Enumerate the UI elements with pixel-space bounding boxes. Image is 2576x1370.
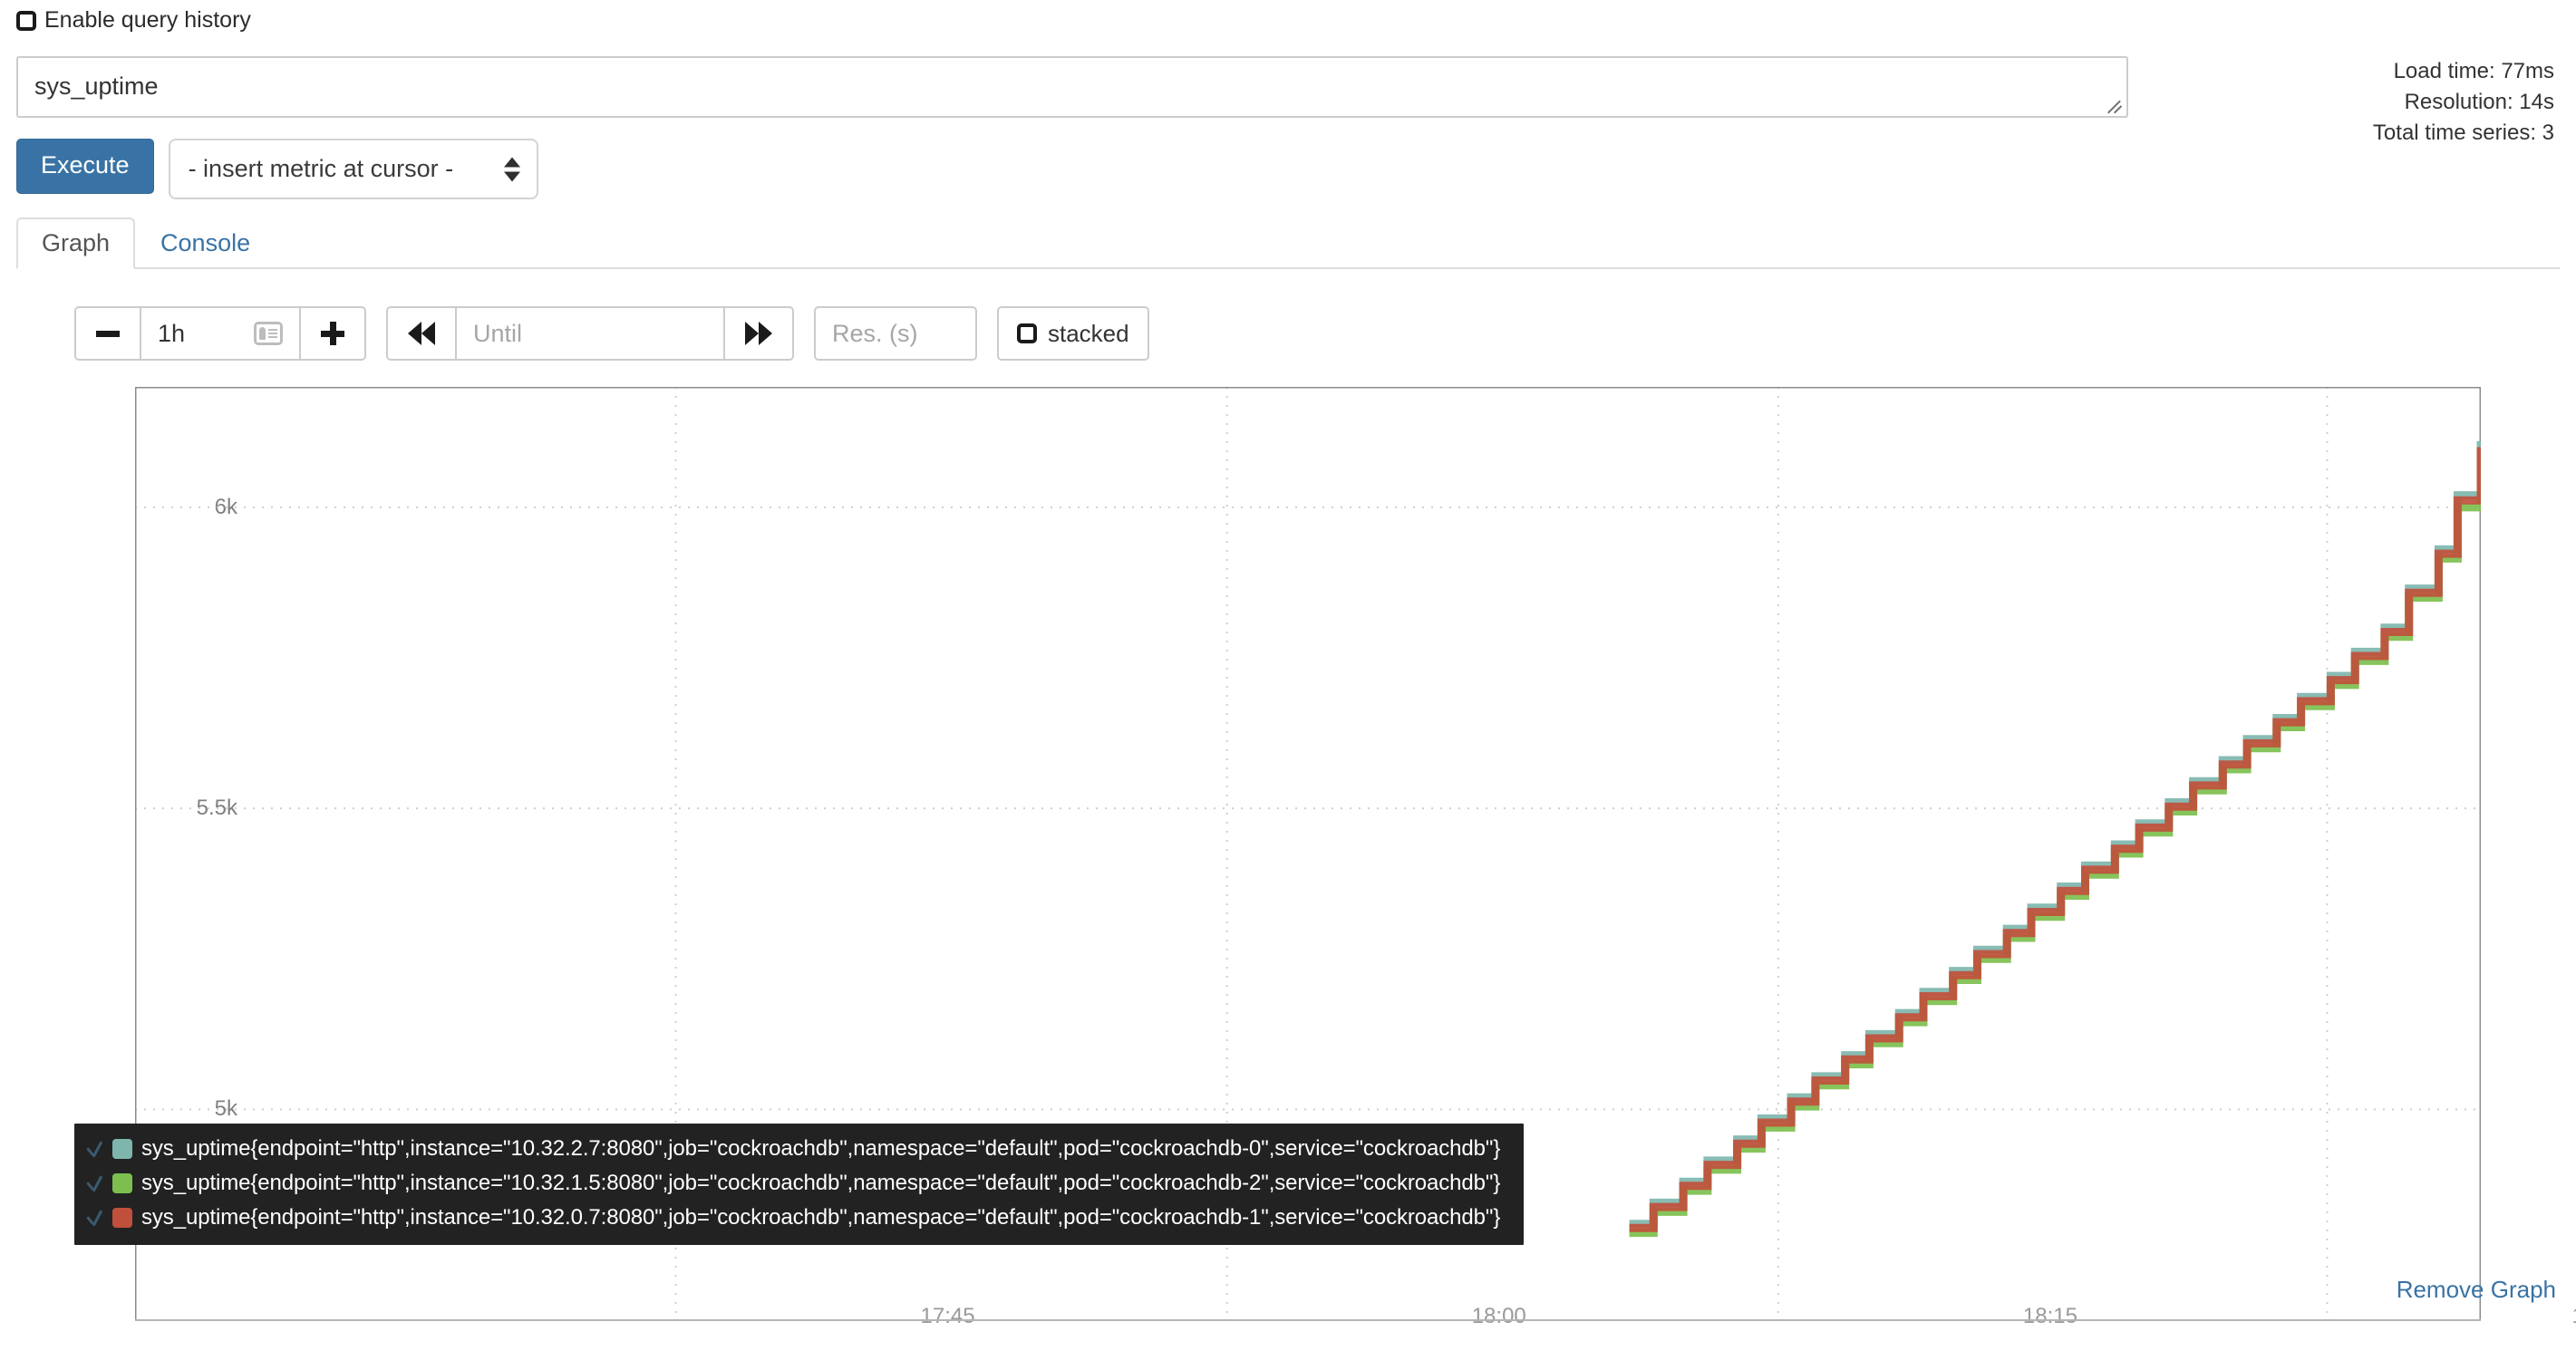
stacked-label: stacked — [1048, 319, 1129, 347]
fast-forward-icon — [745, 322, 772, 345]
step-forward-button[interactable] — [723, 306, 794, 361]
range-input[interactable]: 1h — [140, 306, 301, 361]
query-history-row[interactable]: Enable query history — [16, 9, 251, 32]
stacked-checkbox[interactable] — [1017, 323, 1037, 343]
range-group: 1h — [74, 306, 366, 361]
legend-color-swatch — [112, 1208, 132, 1228]
check-icon — [85, 1173, 103, 1193]
step-backward-button[interactable] — [386, 306, 457, 361]
range-increase-button[interactable] — [299, 306, 366, 361]
until-input-placeholder: Until — [473, 319, 523, 347]
execute-row: Execute - insert metric at cursor - — [16, 139, 538, 199]
chevron-updown-icon — [503, 157, 520, 181]
tab-bar: Graph Console — [16, 217, 2560, 269]
tab-graph[interactable]: Graph — [16, 217, 136, 269]
rewind-icon — [408, 322, 435, 345]
id-card-icon — [254, 322, 283, 345]
time-nav-group: Until — [386, 306, 794, 361]
range-decrease-button[interactable] — [74, 306, 141, 361]
legend-color-swatch — [112, 1139, 132, 1159]
check-icon — [85, 1139, 103, 1159]
stacked-toggle[interactable]: stacked — [997, 306, 1149, 361]
insert-metric-select-value: - insert metric at cursor - — [188, 155, 454, 182]
resolution: Resolution: 14s — [2404, 90, 2554, 115]
enable-query-history-checkbox[interactable] — [16, 10, 36, 31]
load-time: Load time: 77ms — [2393, 59, 2554, 83]
legend-series-label: sys_uptime{endpoint="http",instance="10.… — [141, 1136, 1501, 1161]
legend-series-label: sys_uptime{endpoint="http",instance="10.… — [141, 1171, 1501, 1195]
resolution-input[interactable]: Res. (s) — [814, 306, 977, 361]
expression-input-wrapper[interactable] — [16, 56, 2128, 118]
graph-controls: 1h Until Res. (s) stacked — [74, 306, 1149, 361]
legend-item[interactable]: sys_uptime{endpoint="http",instance="10.… — [85, 1132, 1500, 1166]
expression-input[interactable] — [16, 56, 2128, 118]
minus-icon — [96, 322, 120, 345]
graph-panel: 1h Until Res. (s) stacked — [16, 272, 2576, 1328]
x-axis-tick-label: 18:30 — [2571, 1304, 2576, 1329]
insert-metric-select[interactable]: - insert metric at cursor - — [168, 139, 538, 199]
chart-legend: sys_uptime{endpoint="http",instance="10.… — [74, 1124, 1525, 1245]
execute-button[interactable]: Execute — [16, 139, 154, 194]
enable-query-history-label: Enable query history — [44, 7, 251, 33]
plus-icon — [321, 322, 344, 345]
tab-console[interactable]: Console — [160, 229, 251, 257]
until-input[interactable]: Until — [455, 306, 725, 361]
check-icon — [85, 1208, 103, 1228]
total-time-series: Total time series: 3 — [2372, 121, 2554, 146]
legend-item[interactable]: sys_uptime{endpoint="http",instance="10.… — [85, 1166, 1500, 1201]
legend-series-label: sys_uptime{endpoint="http",instance="10.… — [141, 1205, 1501, 1230]
range-input-value: 1h — [158, 319, 186, 347]
remove-graph-link[interactable]: Remove Graph — [2396, 1276, 2556, 1303]
resolution-input-placeholder: Res. (s) — [832, 319, 918, 347]
query-stats: Load time: 77ms Resolution: 14s Total ti… — [2373, 56, 2554, 149]
legend-color-swatch — [112, 1173, 132, 1193]
legend-item[interactable]: sys_uptime{endpoint="http",instance="10.… — [85, 1201, 1500, 1235]
